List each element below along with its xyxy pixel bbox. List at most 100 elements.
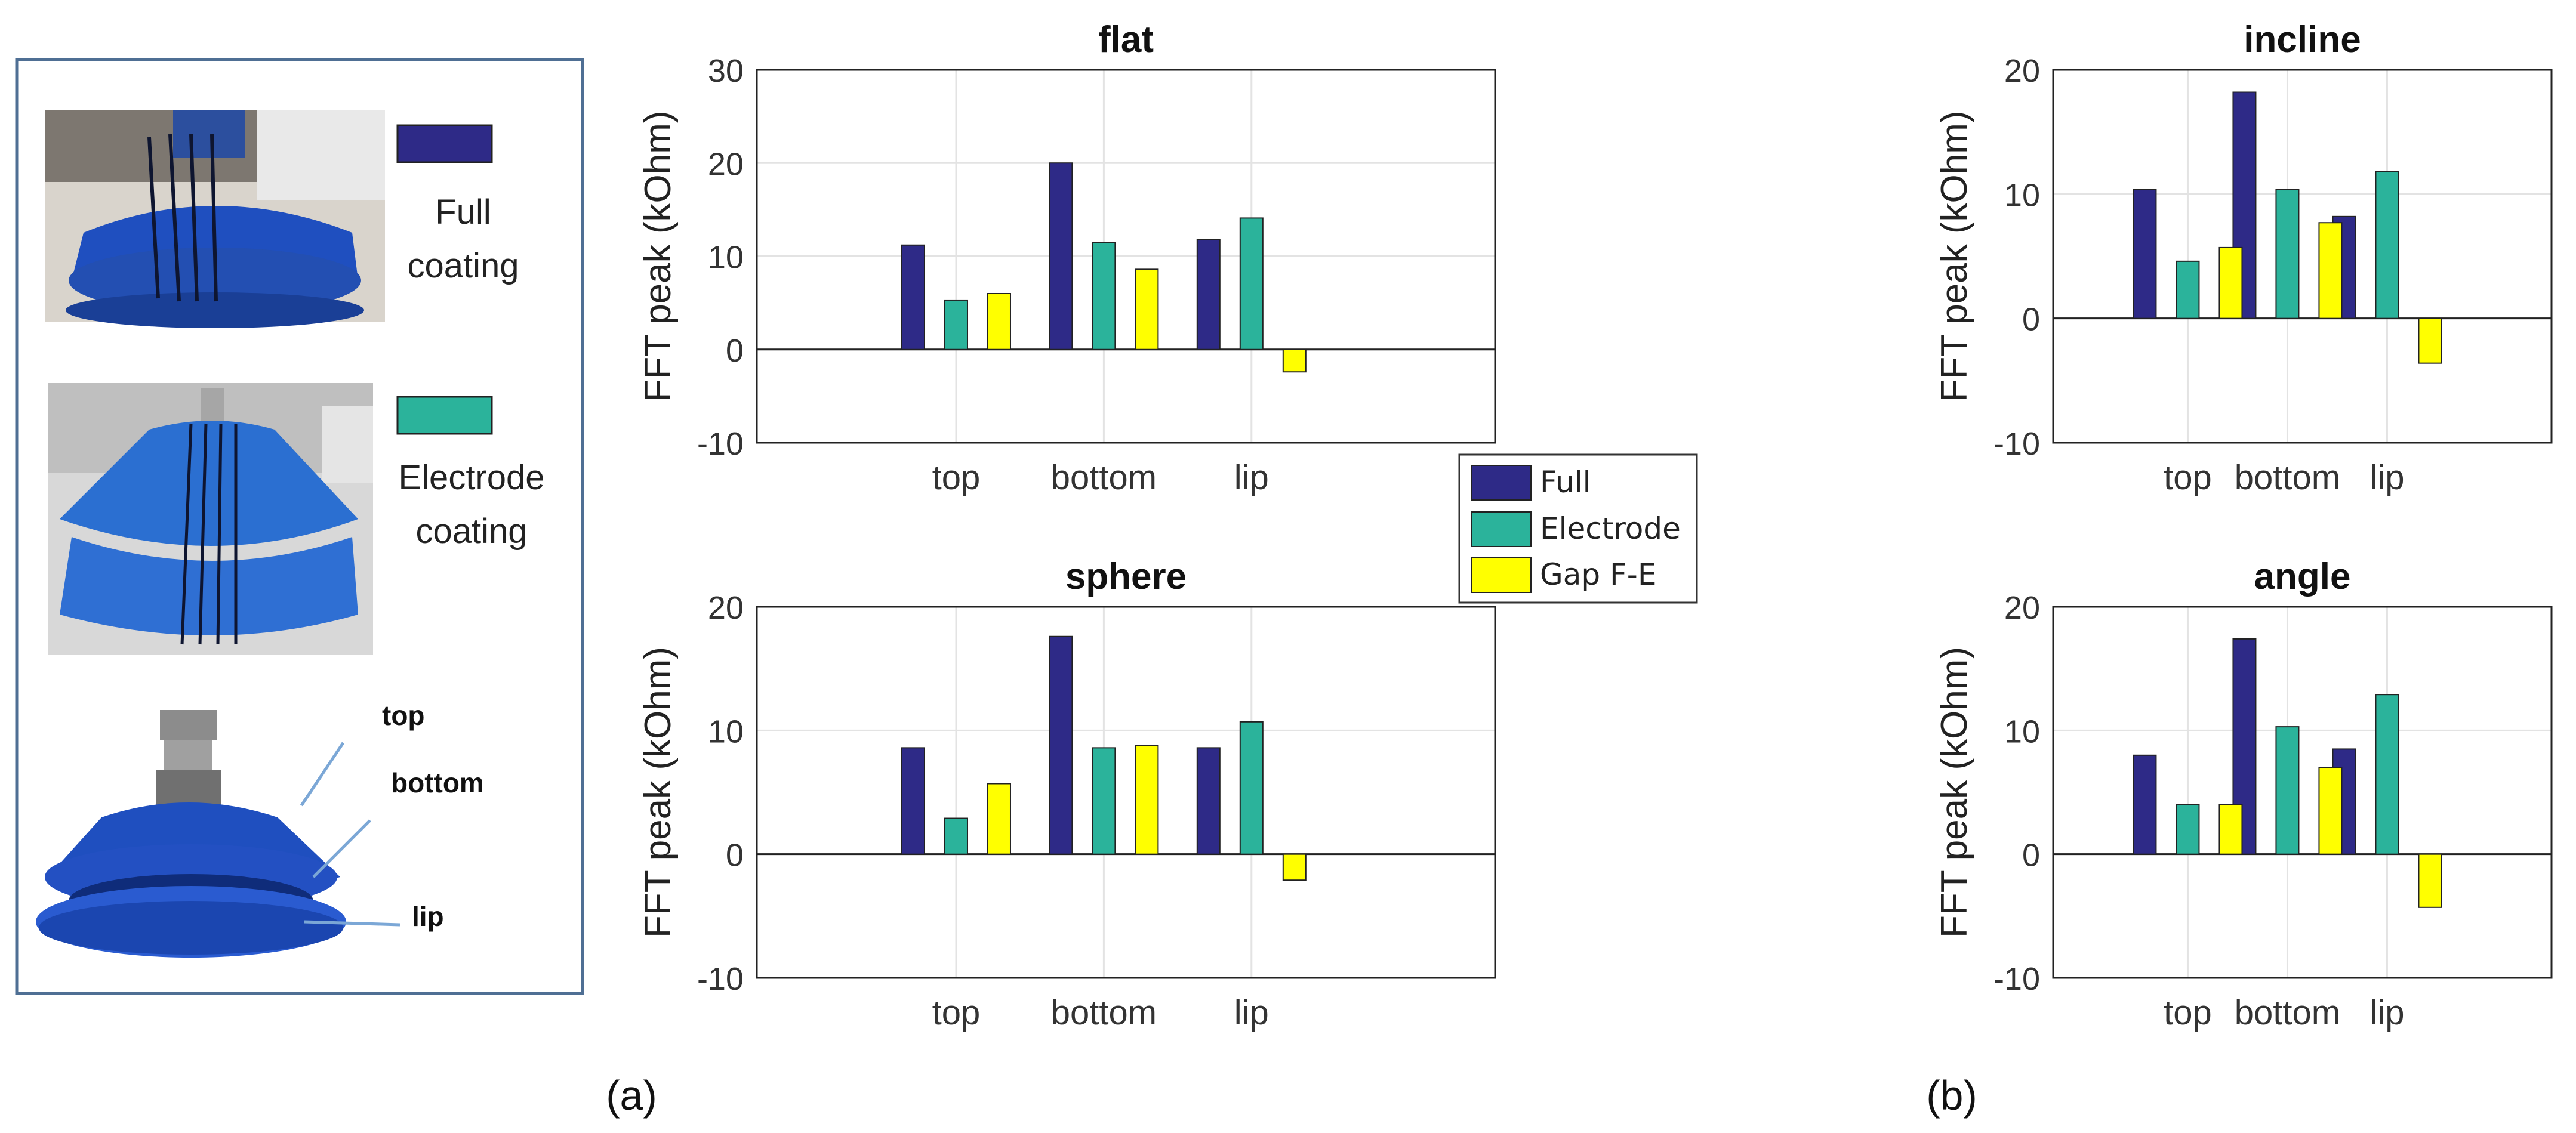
y-tick-label-3: 20 [708,590,744,626]
x-tick-label-top: top [2164,993,2212,1032]
chart-flat: -10 0 10 20 30 top bottom lip flat FFT peak (kOhm… [637,19,1496,497]
bar-electrode-top [944,817,968,855]
y-axis-label: FFT peak (kOhm) [637,110,679,402]
bar-electrode-top [2176,260,2200,319]
bar-electrode-lip [1239,217,1264,350]
legend: Full Electrode Gap F-E [1458,453,1698,604]
electrode-coating-label-line2: coating [415,512,527,551]
plot-area [2052,69,2553,444]
bar-full-lip [1196,747,1221,855]
chart-title: flat [1098,19,1154,60]
y-tick-label-3: 20 [2004,53,2040,89]
y-tick-label-1: 0 [726,333,744,369]
bar-gap-f-e-lip [2418,317,2442,364]
legend-swatch-electrode [396,396,493,435]
photo-electrode-coating [48,383,373,655]
x-tick-label-top: top [932,993,981,1032]
part-label-top: top [382,700,425,731]
y-tick-label-1: 0 [2022,838,2040,873]
y-tick-label-1: 0 [726,838,744,873]
bar-gap-f-e-top [2218,804,2243,855]
bar-gap-f-e-bottom [2318,767,2343,855]
bar-full-bottom [1049,635,1073,855]
bar-gap-f-e-lip [1282,348,1307,373]
bar-electrode-top [2176,804,2200,855]
y-tick-label-0: -10 [697,961,744,997]
y-tick-label-0: -10 [697,426,744,462]
suction-cup-render [36,710,346,958]
legend-swatch-gap-bar [1471,557,1532,593]
chart-title: angle [2254,556,2351,597]
photo-full-coating [45,110,385,328]
legend-swatch-full [396,124,493,163]
y-axis-label: FFT peak (kOhm) [1934,647,1975,938]
legend-label-full: Full [1540,465,1591,499]
bar-electrode-bottom [1092,242,1116,350]
bar-electrode-bottom [2275,726,2300,855]
part-label-lip: lip [412,901,444,932]
y-tick-label-2: 10 [2004,714,2040,749]
x-tick-label-top: top [932,458,981,497]
x-tick-label-bottom: bottom [2235,458,2340,497]
bar-full-lip [1196,239,1221,350]
bar-electrode-lip [2375,694,2399,855]
bar-full-bottom [1049,162,1073,350]
bar-electrode-top [944,299,968,350]
bar-gap-f-e-bottom [1135,745,1159,855]
bar-full-top [2133,189,2157,319]
y-axis-label: FFT peak (kOhm) [637,647,679,938]
y-tick-label-2: 10 [708,240,744,276]
x-tick-label-bottom: bottom [1051,458,1157,497]
bar-gap-f-e-top [987,783,1011,855]
chart-title: sphere [1065,556,1187,597]
plot-area [756,69,1496,444]
y-tick-label-2: 10 [2004,177,2040,213]
bar-electrode-lip [2375,171,2399,319]
full-coating-label-line2: coating [407,246,519,285]
x-tick-label-lip: lip [2369,993,2404,1032]
bar-electrode-lip [1239,721,1264,855]
left-panel-border [15,58,584,995]
part-label-bottom: bottom [391,767,484,798]
chart-incline: -10 0 10 20 top bottom lip incline FFT peak (kOh… [1934,19,2553,497]
y-tick-label-0: -10 [1993,961,2040,997]
sublabel-a: (a) [606,1072,657,1119]
sublabel-b: (b) [1926,1072,1977,1119]
bar-gap-f-e-lip [1282,853,1307,881]
legend-label-gap: Gap F-E [1540,557,1656,592]
bar-full-top [2133,754,2157,855]
bar-gap-f-e-bottom [2318,222,2343,319]
chart-sphere: -10 0 10 20 top bottom lip sphere FFT peak (kOhm… [637,556,1496,1032]
bar-electrode-bottom [1092,747,1116,855]
bar-electrode-bottom [2275,189,2300,319]
x-tick-label-top: top [2164,458,2212,497]
x-tick-label-bottom: bottom [1051,993,1157,1032]
y-tick-label-2: 10 [708,714,744,749]
bar-gap-f-e-bottom [1135,268,1159,350]
full-coating-label-line1: Full [435,193,491,231]
x-tick-label-lip: lip [1234,993,1269,1032]
left-panel: Full coating Electrode coating [15,58,584,995]
x-tick-label-bottom: bottom [2235,993,2340,1032]
y-tick-label-1: 0 [2022,302,2040,338]
bar-gap-f-e-top [987,293,1011,350]
legend-label-electrode: Electrode [1540,511,1681,546]
plot-area [756,606,1496,979]
electrode-coating-label-line1: Electrode [398,458,544,497]
y-tick-label-0: -10 [1993,426,2040,462]
plot-area [2052,606,2553,979]
bar-gap-f-e-top [2218,246,2243,319]
bar-gap-f-e-lip [2418,853,2442,908]
y-axis-label: FFT peak (kOhm) [1934,110,1975,402]
bar-full-top [901,244,925,350]
y-tick-label-3: 20 [2004,590,2040,626]
x-tick-label-lip: lip [1234,458,1269,497]
x-tick-label-lip: lip [2369,458,2404,497]
bar-full-top [901,747,925,855]
y-tick-label-4: 30 [708,53,744,89]
chart-title: incline [2244,19,2361,60]
legend-swatch-electrode-bar [1471,511,1532,547]
part-arrows [300,742,400,927]
chart-angle: -10 0 10 20 top bottom lip angle FFT peak (kOhm) [1934,556,2553,1032]
